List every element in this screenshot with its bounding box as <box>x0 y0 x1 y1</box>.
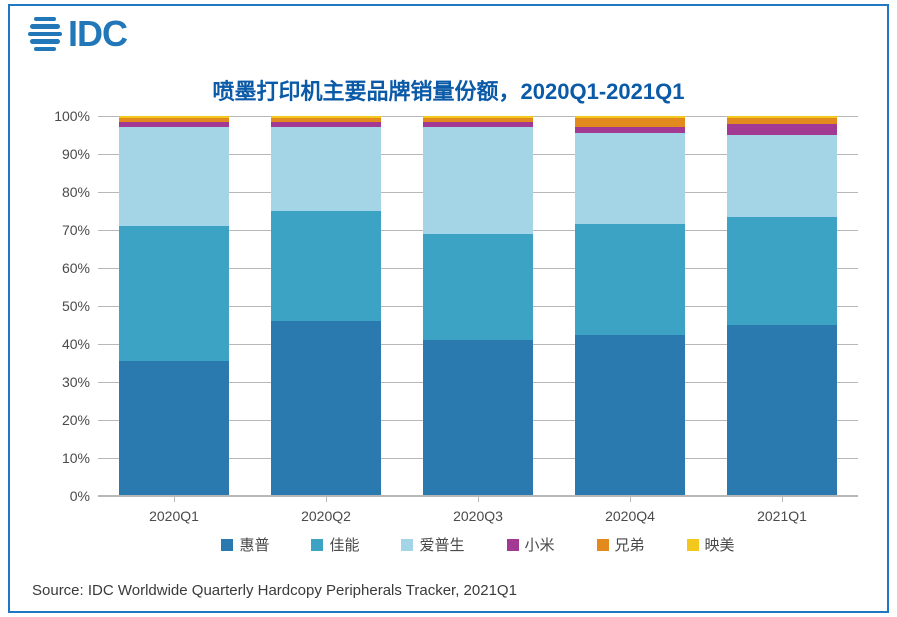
x-axis-tick <box>782 496 783 502</box>
x-axis-label: 2021Q1 <box>757 508 807 524</box>
bar-column: 2020Q1 <box>119 116 229 496</box>
bar-segment-epson <box>575 133 685 224</box>
bar-segment-hp <box>575 335 685 497</box>
legend-label: 佳能 <box>329 534 359 555</box>
x-axis-tick <box>478 496 479 502</box>
chart-title: 喷墨打印机主要品牌销量份额，2020Q1-2021Q1 <box>10 74 887 106</box>
bar-segment-canon <box>727 217 837 325</box>
idc-logo: IDC <box>28 16 127 52</box>
bar-column: 2020Q3 <box>423 116 533 496</box>
legend-item-hp: 惠普 <box>221 534 269 555</box>
y-axis-label: 30% <box>62 374 90 390</box>
y-axis-label: 40% <box>62 336 90 352</box>
x-axis-label: 2020Q1 <box>149 508 199 524</box>
x-axis-label: 2020Q3 <box>453 508 503 524</box>
bar-segment-brother <box>575 118 685 128</box>
legend-swatch <box>507 539 519 551</box>
bar-segment-xiaomi <box>727 124 837 135</box>
x-axis-baseline <box>98 495 858 496</box>
bar-segment-canon <box>271 211 381 321</box>
legend-swatch <box>401 539 413 551</box>
bar-segment-canon <box>423 234 533 340</box>
x-axis-label: 2020Q2 <box>301 508 351 524</box>
legend-label: 映美 <box>705 534 735 555</box>
legend-item-canon: 佳能 <box>311 534 359 555</box>
bar-segment-canon <box>119 226 229 361</box>
y-axis-label: 70% <box>62 222 90 238</box>
legend-label: 小米 <box>525 534 555 555</box>
y-axis-label: 90% <box>62 146 90 162</box>
legend-item-epson: 爱普生 <box>401 534 464 555</box>
bar-segment-hp <box>727 325 837 496</box>
idc-globe-icon <box>28 17 62 51</box>
bar-segment-epson <box>423 127 533 233</box>
bar-segment-canon <box>575 224 685 334</box>
legend-item-yingmei: 映美 <box>687 534 735 555</box>
legend-item-brother: 兄弟 <box>597 534 645 555</box>
x-axis-tick <box>630 496 631 502</box>
legend-label: 爱普生 <box>419 534 464 555</box>
bar-segment-epson <box>727 135 837 217</box>
y-axis-label: 10% <box>62 450 90 466</box>
bar-column: 2021Q1 <box>727 116 837 496</box>
legend-label: 兄弟 <box>615 534 645 555</box>
y-axis-label: 0% <box>70 488 90 504</box>
y-axis-label: 60% <box>62 260 90 276</box>
bar-column: 2020Q2 <box>271 116 381 496</box>
y-axis-label: 80% <box>62 184 90 200</box>
chart-plot-area: 2020Q12020Q22020Q32020Q42021Q1 0%10%20%3… <box>98 116 858 496</box>
bars-container: 2020Q1 2020Q2 2020Q3 2020Q4 2021Q1 <box>98 116 858 496</box>
chart-frame: IDC 喷墨打印机主要品牌销量份额，2020Q1-2021Q1 2020Q120… <box>8 4 889 613</box>
bar-segment-hp <box>423 340 533 496</box>
bar-segment-hp <box>271 321 381 496</box>
legend-swatch <box>221 539 233 551</box>
legend-swatch <box>687 539 699 551</box>
legend-label: 惠普 <box>239 534 269 555</box>
bar-segment-epson <box>119 127 229 226</box>
x-axis-tick <box>326 496 327 502</box>
idc-logo-text: IDC <box>68 16 127 52</box>
y-axis-label: 50% <box>62 298 90 314</box>
legend-swatch <box>311 539 323 551</box>
legend-swatch <box>597 539 609 551</box>
legend-item-xiaomi: 小米 <box>507 534 555 555</box>
y-axis-label: 20% <box>62 412 90 428</box>
chart-legend: 惠普 佳能 爱普生 小米 兄弟 映美 <box>98 534 858 555</box>
bar-column: 2020Q4 <box>575 116 685 496</box>
source-text: Source: IDC Worldwide Quarterly Hardcopy… <box>32 582 517 599</box>
bar-segment-epson <box>271 127 381 211</box>
x-axis-label: 2020Q4 <box>605 508 655 524</box>
x-axis-tick <box>174 496 175 502</box>
y-axis-label: 100% <box>54 108 90 124</box>
bar-segment-hp <box>119 361 229 496</box>
